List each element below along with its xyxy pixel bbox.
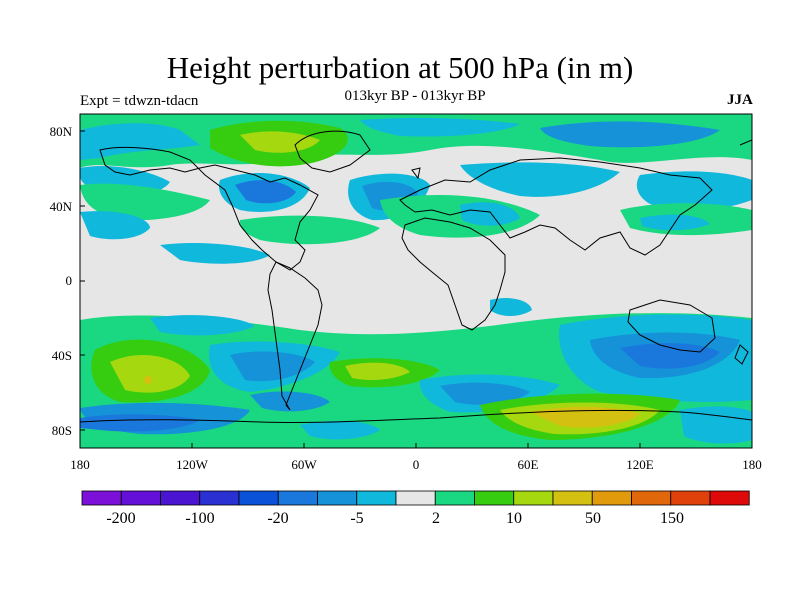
lon-axis-labels: 180 120W 60W 0 60E 120E 180 — [70, 457, 762, 472]
colorbar-label: -5 — [350, 510, 363, 527]
lon-tick-label: 0 — [413, 457, 420, 472]
lon-tick-label: 180 — [70, 457, 90, 472]
lat-tick-label: 80S — [52, 423, 72, 438]
colorbar-label: 10 — [506, 510, 522, 527]
colorbar-box — [199, 490, 240, 506]
map-title: Height perturbation at 500 hPa (in m) — [166, 50, 634, 85]
colorbar-box — [631, 490, 672, 506]
colorbar-label: 2 — [432, 510, 440, 527]
lon-tick-label: 120W — [176, 457, 209, 472]
lat-tick-label: 40N — [50, 199, 73, 214]
lat-tick-marks — [80, 130, 85, 431]
colorbar-box — [552, 490, 593, 506]
colorbar-box — [709, 490, 750, 506]
colorbar-box — [238, 490, 279, 506]
colorbar-box — [120, 490, 161, 506]
lon-tick-label: 120E — [626, 457, 654, 472]
lon-tick-label: 60E — [518, 457, 539, 472]
colorbar — [81, 490, 750, 506]
colorbar-label: 150 — [660, 510, 684, 527]
colorbar-box — [395, 490, 436, 506]
map-subtitle: 013kyr BP - 013kyr BP — [344, 88, 486, 104]
colorbar-labels: -200 -100 -20 -5 2 10 50 150 — [106, 510, 684, 527]
colorbar-label: -20 — [267, 510, 288, 527]
lat-tick-label: 80N — [50, 124, 73, 139]
coastlines — [80, 130, 752, 424]
colorbar-box — [670, 490, 711, 506]
lon-tick-label: 180 — [742, 457, 762, 472]
colorbar-box — [277, 490, 318, 506]
colorbar-label: 50 — [585, 510, 601, 527]
lon-tick-label: 60W — [291, 457, 317, 472]
lon-tick-marks — [79, 443, 753, 448]
contour-field — [80, 114, 752, 448]
experiment-label: Expt = tdwzn-tdacn — [80, 93, 199, 109]
lat-tick-label: 0 — [66, 273, 73, 288]
colorbar-box — [160, 490, 201, 506]
colorbar-box — [591, 490, 632, 506]
colorbar-box — [474, 490, 515, 506]
colorbar-box — [513, 490, 554, 506]
lat-axis-labels: 80N 40N 0 40S 80S — [50, 124, 73, 438]
colorbar-box — [434, 490, 475, 506]
colorbar-box — [356, 490, 397, 506]
colorbar-label: -200 — [106, 510, 135, 527]
colorbar-box — [81, 490, 122, 506]
colorbar-box — [317, 490, 358, 506]
colorbar-label: -100 — [185, 510, 214, 527]
season-label: JJA — [727, 92, 753, 108]
lat-tick-label: 40S — [52, 348, 72, 363]
